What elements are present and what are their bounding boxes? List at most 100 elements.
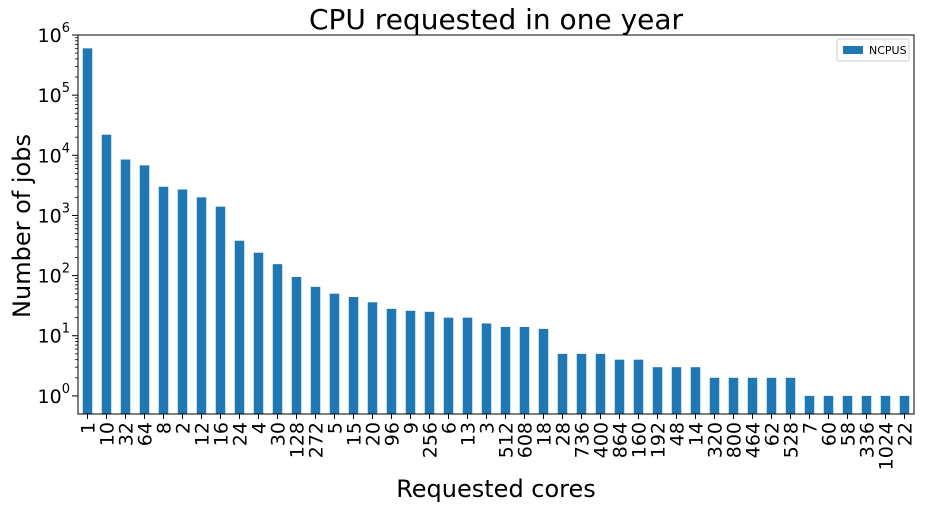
bar-9 (405, 310, 416, 414)
x-tick-label: 272 (306, 422, 328, 458)
x-tick-label: 60 (819, 422, 841, 446)
x-tick-label: 3 (477, 422, 499, 434)
x-tick-label: 4 (249, 422, 271, 434)
x-tick-label: 64 (135, 422, 157, 446)
x-axis-ticks: 1103264821216244301282725152096925661335… (78, 414, 917, 470)
x-tick-label: 96 (382, 422, 404, 446)
x-tick-label: 10 (97, 422, 119, 446)
x-tick-label: 528 (781, 422, 803, 458)
bar-608 (519, 326, 530, 414)
x-tick-label: 8 (154, 422, 176, 434)
bar-14 (690, 367, 701, 414)
x-tick-label: 28 (553, 422, 575, 446)
bar-10 (101, 134, 112, 414)
x-tick-label: 6 (439, 422, 461, 434)
bar-64 (139, 165, 150, 414)
bar-28 (557, 353, 568, 414)
x-tick-label: 320 (705, 422, 727, 458)
x-tick-label: 192 (648, 422, 670, 458)
x-tick-label: 1 (78, 422, 100, 434)
x-tick-label: 2 (173, 422, 195, 434)
x-tick-label: 30 (268, 422, 290, 446)
x-tick-label: 128 (287, 422, 309, 458)
bar-256 (424, 311, 435, 414)
y-tick-label: 103 (38, 201, 70, 227)
x-tick-label: 58 (838, 422, 860, 446)
bar-62 (766, 377, 777, 414)
bar-22 (899, 395, 910, 414)
legend-box (836, 38, 910, 62)
x-tick-label: 16 (211, 422, 233, 446)
y-axis-ticks: 100 101 102 103 104 105 106 (38, 21, 78, 408)
y-tick-label: 100 (38, 382, 70, 408)
x-tick-label: 12 (192, 422, 214, 446)
bar-48 (671, 367, 682, 414)
x-tick-label: 20 (363, 422, 385, 446)
x-tick-label: 336 (857, 422, 879, 458)
x-tick-label: 608 (515, 422, 537, 458)
bar-8 (158, 186, 169, 414)
y-tick-label: 104 (38, 141, 70, 167)
x-tick-label: 14 (686, 422, 708, 446)
bar-15 (348, 297, 359, 414)
x-tick-label: 256 (420, 422, 442, 458)
bar-18 (538, 328, 549, 414)
x-tick-label: 736 (572, 422, 594, 458)
x-tick-label: 32 (116, 422, 138, 446)
x-tick-label: 160 (629, 422, 651, 458)
bar-336 (861, 395, 872, 414)
y-tick-label: 101 (38, 322, 70, 348)
legend-label: NCPUS (869, 44, 907, 57)
bar-464 (747, 377, 758, 414)
plot-frame (77, 34, 915, 415)
x-tick-label: 512 (496, 422, 518, 458)
bar-736 (576, 353, 587, 414)
bar-6 (443, 317, 454, 414)
y-tick-label: 102 (38, 262, 70, 288)
y-tick-label: 106 (38, 21, 70, 47)
bar-1 (82, 48, 93, 414)
x-tick-label: 18 (534, 422, 556, 446)
bar-16 (215, 206, 226, 414)
y-tick-label: 105 (38, 81, 70, 107)
x-tick-label: 22 (895, 422, 917, 446)
x-tick-label: 9 (401, 422, 423, 434)
y-axis-label: Number of jobs (8, 134, 36, 318)
bar-30 (272, 264, 283, 414)
x-axis-label: Requested cores (396, 475, 596, 503)
bar-1024 (880, 395, 891, 414)
legend: NCPUS (836, 38, 910, 62)
bar-32 (120, 159, 131, 414)
bar-272 (310, 286, 321, 414)
bar-7 (804, 395, 815, 414)
bar-128 (291, 276, 302, 414)
x-tick-label: 15 (344, 422, 366, 446)
bar-320 (709, 377, 720, 414)
bar-864 (614, 359, 625, 414)
bar-528 (785, 377, 796, 414)
bar-5 (329, 293, 340, 414)
x-tick-label: 7 (800, 422, 822, 434)
bars (82, 48, 910, 414)
x-tick-label: 1024 (876, 422, 898, 470)
legend-swatch (843, 46, 863, 54)
bar-60 (823, 395, 834, 414)
bar-400 (595, 353, 606, 414)
x-tick-label: 24 (230, 422, 252, 446)
bar-512 (500, 326, 511, 414)
x-tick-label: 48 (667, 422, 689, 446)
bar-20 (367, 302, 378, 414)
bar-3 (481, 323, 492, 414)
x-tick-label: 5 (325, 422, 347, 434)
chart-title: CPU requested in one year (309, 3, 684, 36)
x-tick-label: 800 (724, 422, 746, 458)
x-tick-label: 464 (743, 422, 765, 458)
x-tick-label: 13 (458, 422, 480, 446)
bar-13 (462, 317, 473, 414)
x-tick-label: 400 (591, 422, 613, 458)
bar-160 (633, 359, 644, 414)
x-tick-label: 864 (610, 422, 632, 458)
bar-4 (253, 252, 264, 414)
bar-800 (728, 377, 739, 414)
